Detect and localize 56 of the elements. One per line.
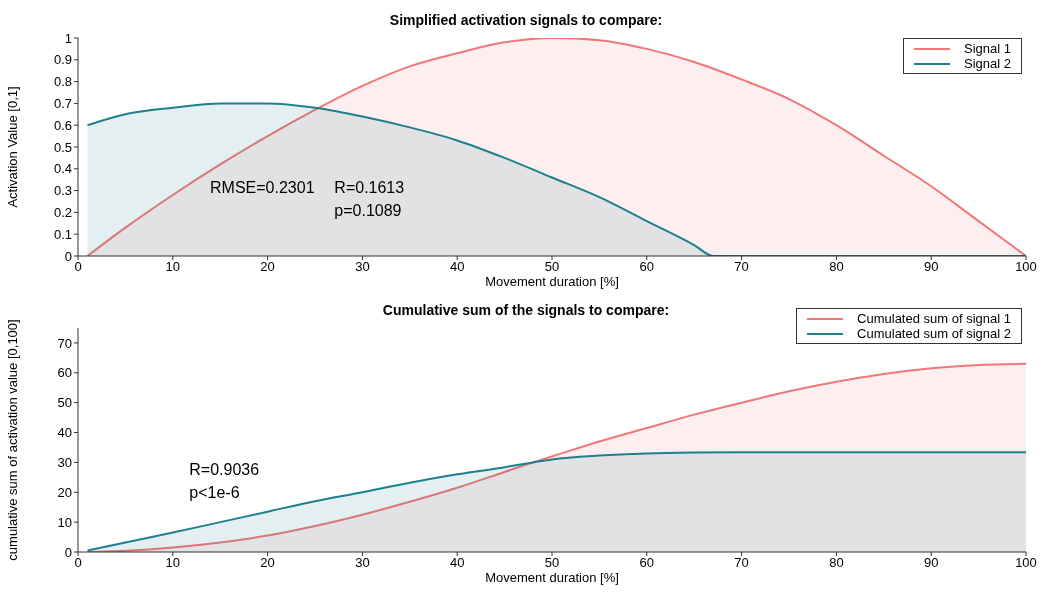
legend-label: Cumulated sum of signal 1 <box>857 311 1011 326</box>
y-tick-label: 0.4 <box>53 161 72 177</box>
x-tick-label: 20 <box>260 555 275 571</box>
y-tick-label: 10 <box>57 514 72 530</box>
annotation: p=0.1089 <box>334 202 402 221</box>
x-tick-label: 0 <box>74 555 82 571</box>
legend-label: Cumulated sum of signal 2 <box>857 326 1011 341</box>
y-tick-label: 0.6 <box>53 117 72 133</box>
x-tick-label: 80 <box>829 259 844 275</box>
y-tick-label: 50 <box>57 395 72 411</box>
legend-label: Signal 2 <box>964 56 1011 71</box>
chart-title: Simplified activation signals to compare: <box>388 12 664 28</box>
y-tick-label: 30 <box>57 455 72 471</box>
annotation: R=0.1613 <box>334 179 405 198</box>
y-tick-label: 1 <box>64 30 72 46</box>
x-tick-label: 40 <box>449 259 465 275</box>
x-tick-label: 30 <box>355 259 370 275</box>
y-tick-label: 0.1 <box>53 226 72 242</box>
y-tick-label: 0.8 <box>53 74 72 90</box>
x-tick-label: 90 <box>923 555 939 571</box>
y-tick-label: 0.9 <box>53 52 72 68</box>
x-tick-label: 10 <box>165 259 181 275</box>
y-tick-label: 0.5 <box>53 139 72 155</box>
y-tick-label: 0.3 <box>53 183 72 199</box>
x-tick-label: 70 <box>734 555 749 571</box>
x-tick-label: 70 <box>734 259 749 275</box>
x-tick-label: 20 <box>260 259 275 275</box>
y-tick-label: 0 <box>64 544 72 560</box>
x-tick-label: 60 <box>639 259 655 275</box>
y-tick-label: 0.2 <box>53 205 72 221</box>
x-tick-label: 60 <box>639 555 655 571</box>
y-tick-label: 40 <box>57 425 72 441</box>
x-tick-label: 50 <box>544 259 560 275</box>
chart-title: Cumulative sum of the signals to compare: <box>382 302 670 318</box>
x-axis-title: Movement duration [%] <box>485 274 619 289</box>
x-tick-label: 90 <box>923 259 939 275</box>
y-tick-label: 60 <box>57 365 72 381</box>
x-tick-label: 100 <box>1015 555 1037 571</box>
annotation: R=0.9036 <box>189 460 260 479</box>
y-tick-label: 0 <box>64 248 72 264</box>
x-tick-label: 30 <box>355 555 370 571</box>
legend-label: Signal 1 <box>964 41 1011 56</box>
annotation: RMSE=0.2301 <box>210 179 315 198</box>
y-tick-label: 20 <box>57 484 72 500</box>
x-tick-label: 100 <box>1015 259 1037 275</box>
x-tick-label: 80 <box>829 555 844 571</box>
x-tick-label: 40 <box>449 555 465 571</box>
y-tick-label: 0.7 <box>53 96 72 112</box>
x-tick-label: 0 <box>74 259 82 275</box>
y-axis-title: Activation Value [0,1] <box>4 86 20 208</box>
annotation: p<1e-6 <box>189 484 240 503</box>
y-axis-title: cumulative sum of activation value [0,100] <box>4 319 20 561</box>
x-tick-label: 10 <box>165 555 181 571</box>
x-tick-label: 50 <box>544 555 560 571</box>
x-axis-title: Movement duration [%] <box>485 570 619 585</box>
y-tick-label: 70 <box>57 335 72 351</box>
